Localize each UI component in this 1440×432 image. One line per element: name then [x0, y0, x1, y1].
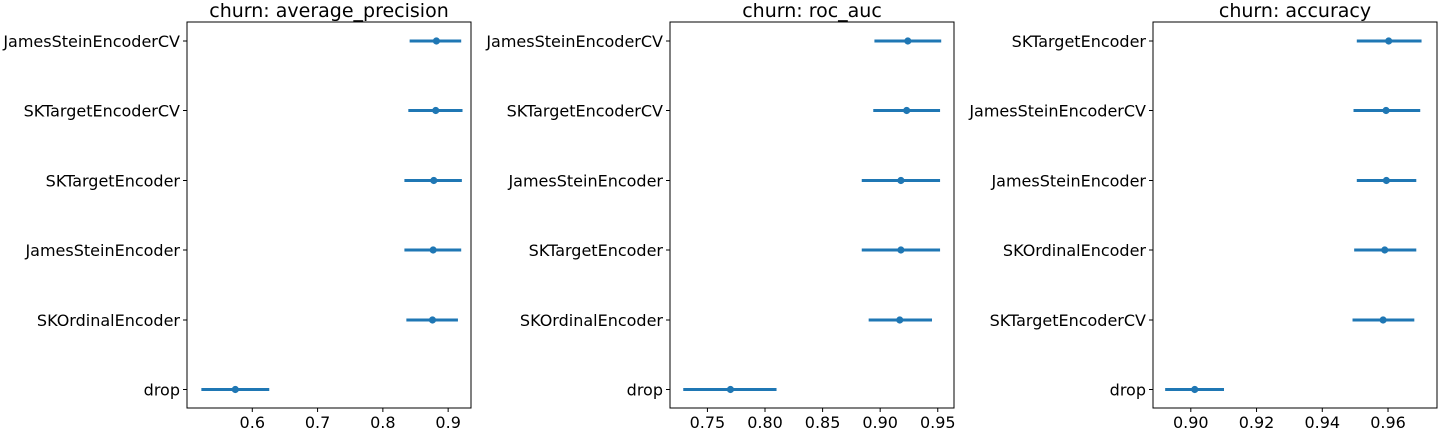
y-tick-label: SKTargetEncoder: [1012, 32, 1147, 51]
data-point: [1382, 106, 1390, 115]
data-point: [429, 246, 437, 254]
y-tick-label: JamesSteinEncoderCV: [485, 32, 663, 51]
y-tick-label: SKOrdinalEncoder: [37, 311, 180, 330]
y-tick-label: drop: [627, 381, 663, 400]
x-tick-label: 0.95: [920, 413, 956, 432]
data-point: [432, 37, 440, 45]
y-tick-label: JamesSteinEncoder: [990, 172, 1146, 191]
data-point: [904, 37, 912, 45]
y-tick-label: SKTargetEncoder: [46, 172, 181, 191]
y-tick-label: JamesSteinEncoder: [24, 241, 180, 260]
y-tick-label: JamesSteinEncoderCV: [968, 102, 1146, 121]
x-tick-label: 0.6: [240, 413, 265, 432]
chart-title: churn: roc_auc: [742, 0, 882, 22]
y-tick-label: SKTargetEncoderCV: [990, 311, 1146, 330]
y-tick-label: JamesSteinEncoderCV: [2, 32, 180, 51]
x-tick-label: 0.90: [1173, 413, 1209, 432]
data-point: [1382, 176, 1390, 185]
data-point: [1385, 37, 1393, 45]
y-tick-label: SKOrdinalEncoder: [1003, 241, 1146, 260]
y-tick-label: JamesSteinEncoder: [507, 172, 663, 191]
data-point: [428, 316, 437, 324]
x-tick-label: 0.80: [747, 413, 783, 432]
y-tick-label: drop: [144, 381, 180, 400]
data-point: [432, 106, 440, 115]
data-point: [726, 385, 735, 394]
axes-frame: [1152, 21, 1438, 409]
x-tick-label: 0.94: [1304, 413, 1340, 432]
data-point: [1379, 316, 1387, 324]
x-tick-label: 0.9: [435, 413, 460, 432]
chart-panel-accuracy: churn: accuracy SKTargetEncoder JamesStei…: [968, 0, 1438, 432]
y-tick-label: SKTargetEncoder: [529, 241, 664, 260]
data-point: [903, 106, 911, 115]
axes-frame: [669, 21, 955, 409]
x-tick-label: 0.90: [862, 413, 898, 432]
data-point: [1381, 246, 1389, 254]
y-tick-label: SKTargetEncoderCV: [507, 102, 663, 121]
chart-panel-roc-auc: churn: roc_auc JamesSteinEncoderCV SKTarg…: [485, 0, 955, 432]
x-tick-label: 0.96: [1370, 413, 1406, 432]
x-tick-label: 0.75: [690, 413, 726, 432]
x-tick-label: 0.8: [370, 413, 395, 432]
y-tick-label: SKOrdinalEncoder: [520, 311, 663, 330]
data-point: [897, 246, 905, 254]
data-point: [1191, 385, 1199, 394]
y-tick-label: drop: [1110, 381, 1146, 400]
chart-title: churn: accuracy: [1219, 0, 1371, 22]
y-tick-label: SKTargetEncoderCV: [24, 102, 180, 121]
chart-panel-average-precision: churn: average_precision JamesSteinEncod…: [2, 0, 472, 432]
chart-title: churn: average_precision: [209, 0, 449, 22]
data-point: [896, 316, 904, 324]
data-point: [430, 176, 438, 185]
data-point: [897, 176, 905, 185]
x-tick-label: 0.7: [305, 413, 330, 432]
data-point: [231, 385, 239, 394]
axes-frame: [186, 21, 472, 409]
x-tick-label: 0.85: [805, 413, 841, 432]
x-tick-label: 0.92: [1239, 413, 1275, 432]
